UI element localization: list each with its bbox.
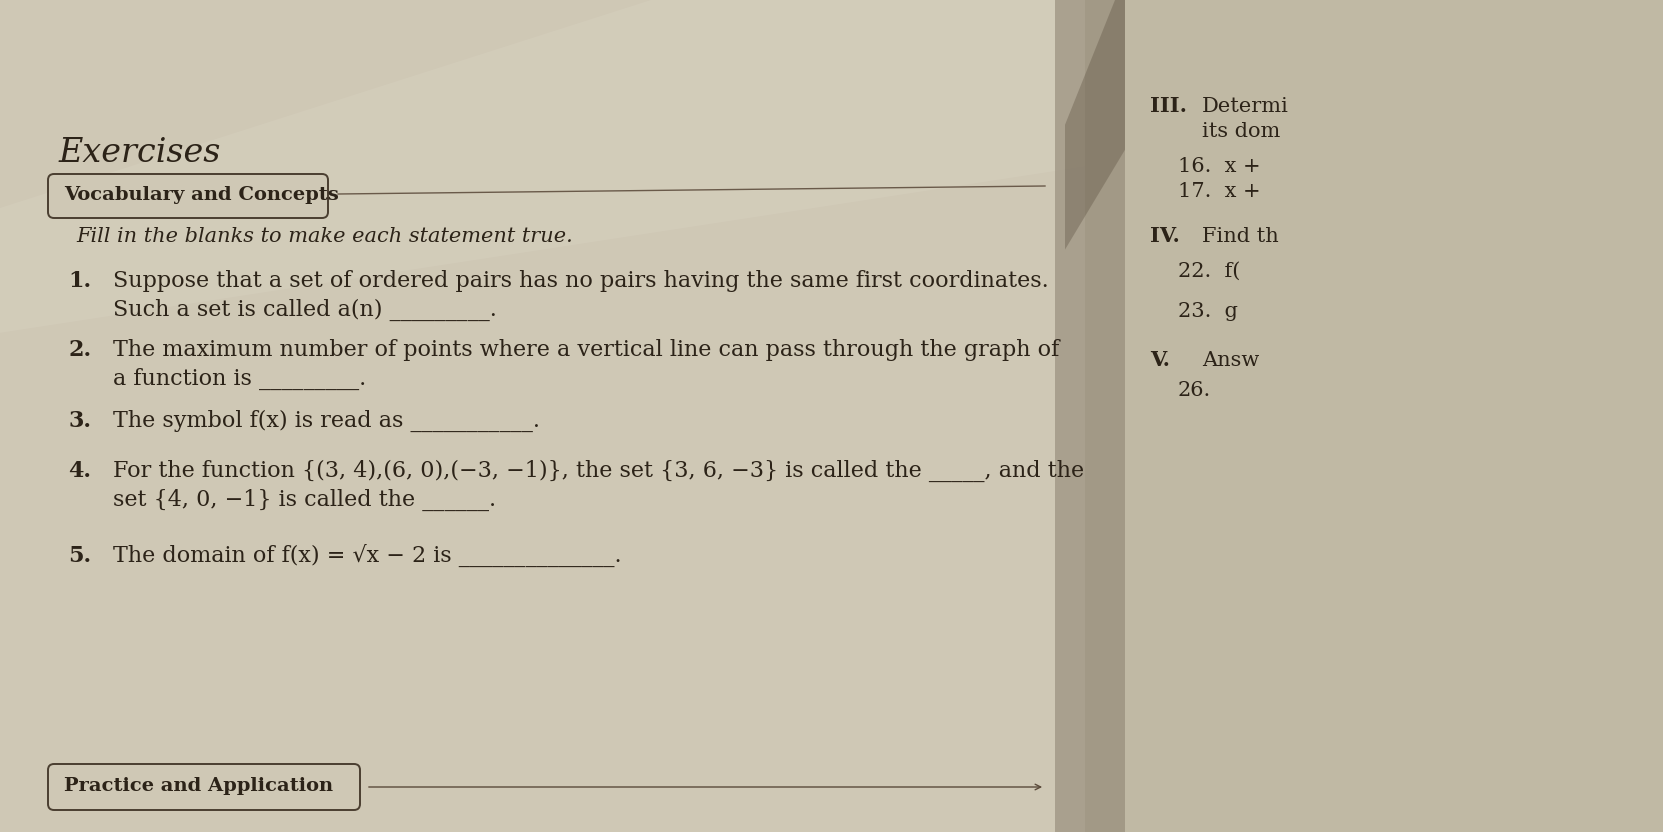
Text: a function is _________.: a function is _________.: [113, 368, 366, 390]
Text: 23.  g: 23. g: [1177, 302, 1237, 321]
Polygon shape: [1064, 0, 1124, 250]
Text: IV.: IV.: [1151, 226, 1179, 246]
Text: III.: III.: [1151, 96, 1187, 116]
Text: Fill in the blanks to make each statement true.: Fill in the blanks to make each statemen…: [76, 227, 572, 246]
Text: 3.: 3.: [68, 410, 91, 432]
Text: 17.  x +: 17. x +: [1177, 182, 1261, 201]
Polygon shape: [0, 0, 1084, 832]
Polygon shape: [0, 0, 1084, 333]
Text: 16.  x +: 16. x +: [1177, 157, 1261, 176]
Text: Find th: Find th: [1202, 227, 1279, 246]
Text: Vocabulary and Concepts: Vocabulary and Concepts: [63, 186, 339, 204]
Polygon shape: [1084, 0, 1663, 832]
Text: Exercises: Exercises: [58, 137, 221, 169]
Polygon shape: [1054, 0, 1124, 832]
FancyBboxPatch shape: [48, 174, 328, 218]
Text: Suppose that a set of ordered pairs has no pairs having the same first coordinat: Suppose that a set of ordered pairs has …: [113, 270, 1049, 292]
Text: Such a set is called a(n) _________.: Such a set is called a(n) _________.: [113, 299, 497, 321]
Text: For the function {(3, 4),(6, 0),(−3, −1)}, the set {3, 6, −3} is called the ____: For the function {(3, 4),(6, 0),(−3, −1)…: [113, 460, 1084, 482]
Text: 26.: 26.: [1177, 381, 1211, 400]
Text: V.: V.: [1151, 350, 1171, 370]
Text: 2.: 2.: [68, 339, 91, 361]
Text: Determi: Determi: [1202, 97, 1289, 116]
Text: its dom: its dom: [1202, 122, 1281, 141]
Text: The symbol f(x) is read as ___________.: The symbol f(x) is read as ___________.: [113, 410, 540, 432]
Text: Answ: Answ: [1202, 351, 1259, 370]
Text: 1.: 1.: [68, 270, 91, 292]
Text: 4.: 4.: [68, 460, 91, 482]
Text: Practice and Application: Practice and Application: [63, 777, 333, 795]
Text: The domain of f(x) = √x − 2 is ______________.: The domain of f(x) = √x − 2 is _________…: [113, 544, 622, 567]
Text: The maximum number of points where a vertical line can pass through the graph of: The maximum number of points where a ver…: [113, 339, 1059, 361]
Text: 22.  f(: 22. f(: [1177, 262, 1241, 281]
FancyBboxPatch shape: [48, 764, 359, 810]
Text: set {4, 0, −1} is called the ______.: set {4, 0, −1} is called the ______.: [113, 489, 496, 511]
Text: 5.: 5.: [68, 545, 91, 567]
